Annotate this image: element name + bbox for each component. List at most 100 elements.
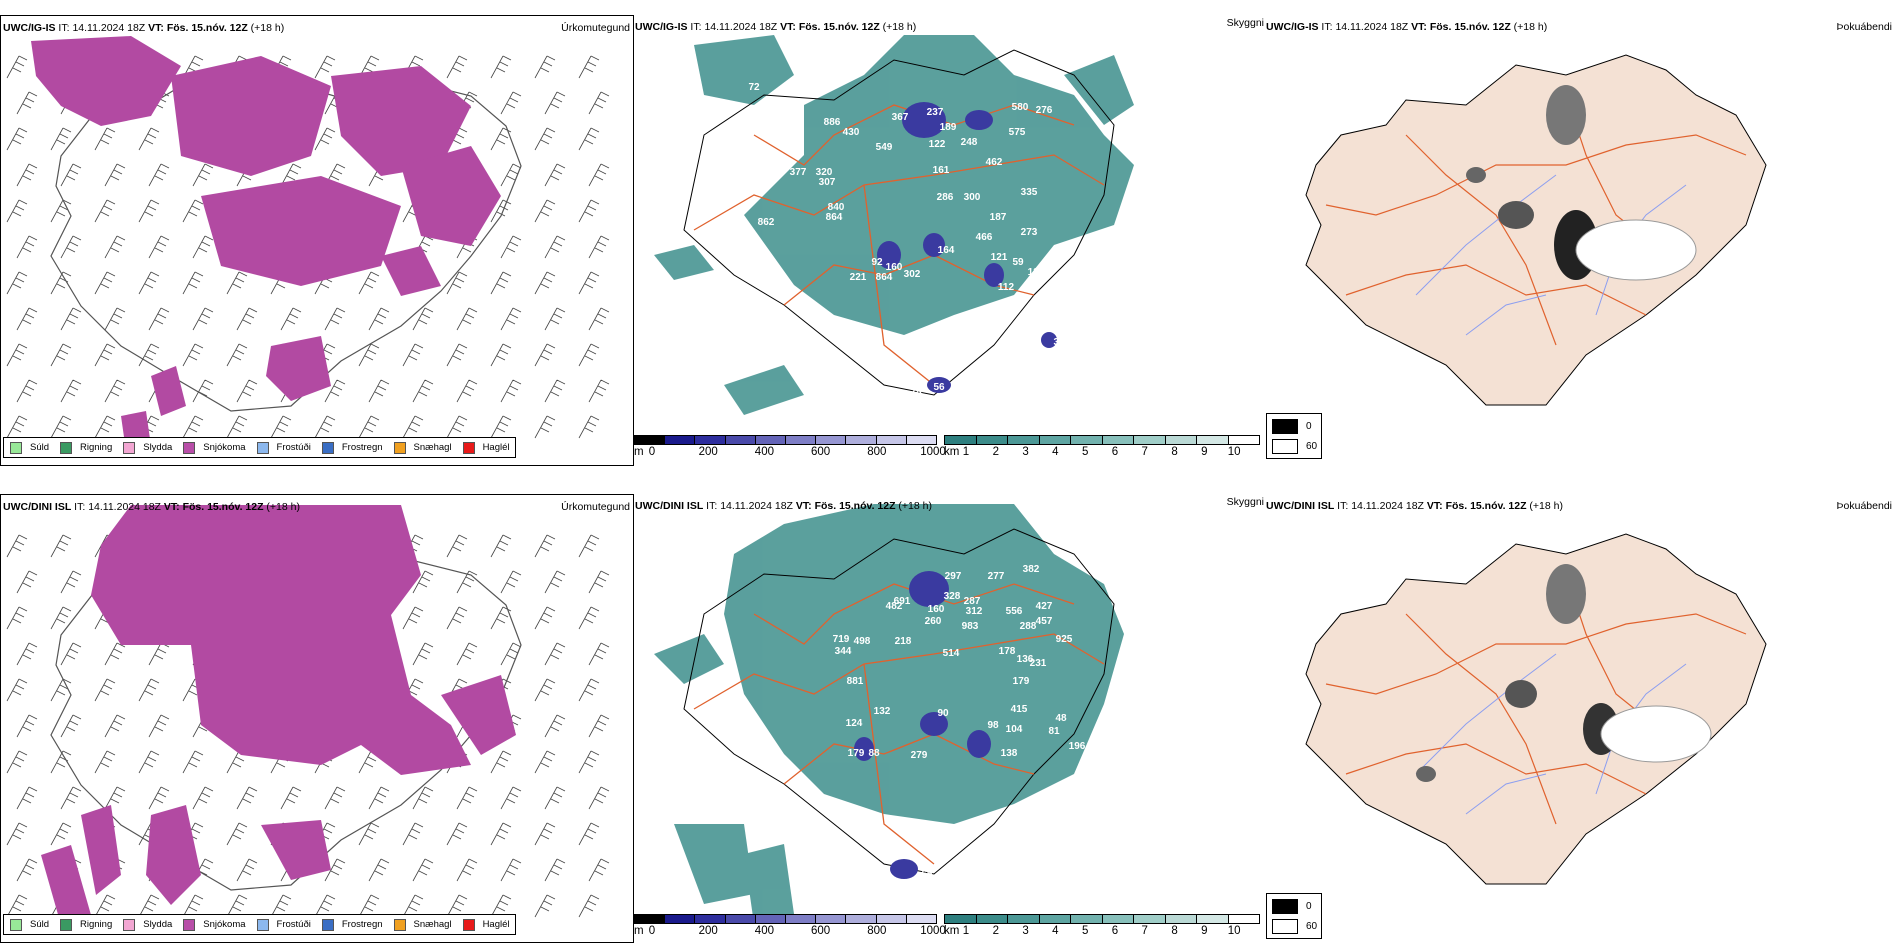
wind-barb xyxy=(446,534,468,558)
colorbar-tick: 200 xyxy=(698,446,718,458)
colorbar-segment xyxy=(1008,915,1040,923)
vt-value: Fös. 15.nóv. 12Z xyxy=(798,21,880,33)
cloud-base-value: 691 xyxy=(894,596,911,607)
wind-barb xyxy=(534,606,556,630)
wind-barb xyxy=(148,714,170,738)
wind-barb xyxy=(588,379,610,403)
colorbar-tick: 5 xyxy=(1081,925,1089,937)
iceland-outline xyxy=(683,528,1115,875)
wind-barb xyxy=(544,91,566,115)
snow-areas xyxy=(31,36,501,451)
wind-barb xyxy=(456,570,478,594)
colorbar-tick: 200 xyxy=(698,925,718,937)
lead-time: (+18 h) xyxy=(882,21,917,33)
roads xyxy=(693,583,1105,865)
wind-barb xyxy=(50,271,72,295)
wind-barb xyxy=(544,235,566,259)
cloud-base-value: 287 xyxy=(964,596,981,607)
colorbar-tick: 3 xyxy=(1022,446,1029,458)
low-cloud-base xyxy=(877,102,1057,393)
cloud-base-value: 864 xyxy=(826,212,843,223)
wind-barb xyxy=(446,415,468,439)
cloud-base-value: 124 xyxy=(846,718,863,729)
wind-barb xyxy=(324,307,346,331)
wind-barb xyxy=(50,199,72,223)
wind-barb xyxy=(402,606,424,630)
cloud-base-value: 231 xyxy=(1030,658,1047,669)
colorbar-tick: 2 xyxy=(992,446,999,458)
wind-barb xyxy=(104,786,126,810)
visibility-fill xyxy=(654,504,1124,924)
it-label: IT: xyxy=(1337,500,1349,512)
wind-barb xyxy=(490,271,512,295)
it-value: 14.11.2024 18Z xyxy=(1351,500,1424,512)
wind-barb xyxy=(280,307,302,331)
wind-barb xyxy=(588,786,610,810)
wind-barb xyxy=(236,307,258,331)
colorbar-tick: 10 xyxy=(1227,925,1241,937)
fog-legend-value: 0 xyxy=(1306,901,1312,912)
wind-barb xyxy=(324,379,346,403)
wind-barb xyxy=(6,606,28,630)
wind-barb xyxy=(236,786,258,810)
colorbar-segment xyxy=(635,915,666,923)
colorbar-ticks: km 1 2 3 4 5 6 7 8 9 10 xyxy=(944,445,1260,459)
wind-barb xyxy=(402,55,424,79)
cloud-base-value: 134 xyxy=(1028,267,1045,278)
lead-time: (+18 h) xyxy=(1513,21,1548,33)
cloud-base-value: 549 xyxy=(876,142,893,153)
cloud-base-value: 138 xyxy=(1001,748,1018,759)
legend-label: Rigning xyxy=(80,442,113,453)
wind-barb xyxy=(500,786,522,810)
colorbar-ticks: km 1 2 3 4 5 6 7 8 9 10 xyxy=(944,924,1260,938)
visibility-panel-top: 72 823 886 430 367 237 189 580 276 549 248 122 575 37… xyxy=(634,15,1264,464)
wind-barb xyxy=(94,415,116,439)
wind-barb xyxy=(314,127,336,151)
wind-barb xyxy=(236,379,258,403)
cloud-base-value: 312 xyxy=(966,606,983,617)
wind-barb xyxy=(138,271,160,295)
wind-barb xyxy=(226,271,248,295)
legend-swatch xyxy=(60,441,73,454)
cloud-base-value: 466 xyxy=(976,232,993,243)
colorbar-ticks: m 0 200 400 600 800 1000 xyxy=(634,445,946,459)
wind-barb xyxy=(412,642,434,666)
cloud-base-value: 580 xyxy=(1012,102,1029,113)
wind-barb xyxy=(50,415,72,439)
wind-barb xyxy=(578,271,600,295)
colorbar-tick: 800 xyxy=(867,446,887,458)
colorbar-segment xyxy=(1039,915,1071,923)
fog-areas xyxy=(1416,564,1712,782)
wind-barb xyxy=(544,858,566,882)
wind-barb xyxy=(60,570,82,594)
legend-item: Frostregn xyxy=(321,441,383,454)
legend-swatch xyxy=(183,441,196,454)
legend-swatch xyxy=(60,918,73,931)
wind-barb xyxy=(500,858,522,882)
wind-barb xyxy=(534,55,556,79)
legend-label: Súld xyxy=(30,442,50,453)
wind-barb xyxy=(50,127,72,151)
it-value: 14.11.2024 18Z xyxy=(1335,21,1409,33)
legend-item: Rigning xyxy=(60,441,113,454)
wind-barb xyxy=(182,55,204,79)
cloud-base-value: 300 xyxy=(964,192,981,203)
legend-swatch xyxy=(462,441,475,454)
legend-swatch xyxy=(10,918,22,931)
wind-barb xyxy=(446,894,468,918)
vt-value: Fös. 15.nóv. 12Z xyxy=(166,22,248,34)
wind-barb xyxy=(412,379,434,403)
wind-barb xyxy=(368,858,390,882)
wind-barb xyxy=(368,307,390,331)
roads xyxy=(693,104,1105,386)
wind-barb xyxy=(138,750,160,774)
legend-item: Rigning xyxy=(60,918,112,931)
wind-barb xyxy=(104,379,126,403)
cloud-base-value: 92 xyxy=(871,257,883,268)
it-value: 14.11.2024 18Z xyxy=(88,501,161,513)
cloud-base-value: 260 xyxy=(925,616,942,627)
cloud-base-value: 90 xyxy=(937,708,949,719)
colorbar-tick: 9 xyxy=(1201,925,1208,937)
cloud-base-value: 328 xyxy=(944,591,961,602)
cloud-base-value: 179 xyxy=(848,748,865,759)
